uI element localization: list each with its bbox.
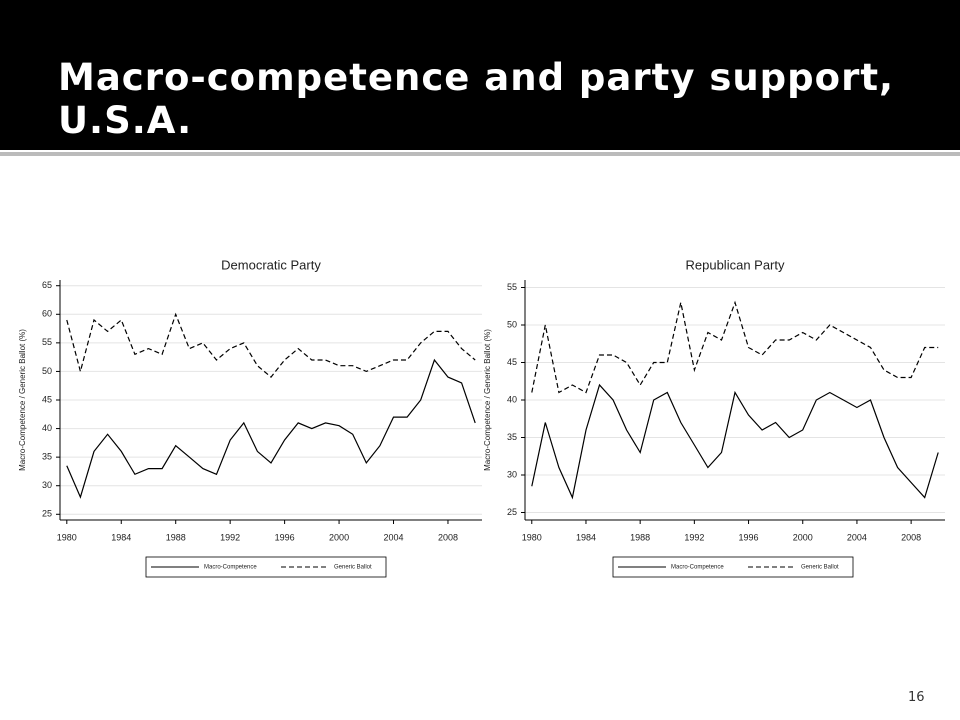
y-axis-label: Macro-Competence / Generic Ballot (%) [483, 329, 492, 471]
x-tick-label: 2000 [329, 532, 349, 542]
y-tick-label: 35 [42, 452, 52, 462]
x-tick-label: 1980 [57, 532, 77, 542]
x-tick-label: 2000 [793, 532, 813, 542]
y-axis-label: Macro-Competence / Generic Ballot (%) [18, 329, 27, 471]
series-line [66, 312, 476, 378]
y-tick-label: 55 [507, 282, 517, 292]
series-line [66, 358, 476, 499]
y-tick-label: 50 [42, 366, 52, 376]
legend-label: Generic Ballot [801, 565, 839, 571]
legend [612, 556, 854, 578]
x-tick-label: 2004 [847, 532, 867, 542]
x-tick-label: 2004 [384, 532, 404, 542]
slide-title: Macro-competence and party support, U.S.… [58, 56, 895, 142]
x-tick-label: 1984 [111, 532, 131, 542]
x-tick-label: 2008 [901, 532, 921, 542]
y-tick-label: 30 [507, 469, 517, 479]
y-tick-label: 25 [42, 509, 52, 519]
series-line [531, 300, 939, 394]
y-tick-label: 50 [507, 319, 517, 329]
y-tick-label: 45 [42, 394, 52, 404]
y-tick-label: 55 [42, 337, 52, 347]
x-tick-label: 1988 [166, 532, 186, 542]
y-tick-label: 45 [507, 357, 517, 367]
page-number: 16 [908, 690, 925, 705]
x-tick-label: 1984 [576, 532, 596, 542]
series-line [531, 383, 939, 500]
chart-title: Republican Party [686, 257, 785, 272]
y-tick-label: 30 [42, 480, 52, 490]
y-tick-label: 25 [507, 507, 517, 517]
legend [145, 556, 387, 578]
y-tick-label: 40 [507, 394, 517, 404]
y-tick-label: 35 [507, 432, 517, 442]
legend-label: Macro-Competence [671, 565, 724, 571]
chart-title: Democratic Party [221, 257, 321, 272]
x-tick-label: 2008 [438, 532, 458, 542]
x-tick-label: 1992 [684, 532, 704, 542]
legend-label: Generic Ballot [334, 565, 372, 571]
x-tick-label: 1996 [739, 532, 759, 542]
title-rule [0, 152, 960, 156]
y-tick-label: 65 [42, 280, 52, 290]
x-tick-label: 1980 [522, 532, 542, 542]
y-tick-label: 40 [42, 423, 52, 433]
y-tick-label: 60 [42, 309, 52, 319]
x-tick-label: 1996 [275, 532, 295, 542]
legend-label: Macro-Competence [204, 565, 257, 571]
x-tick-label: 1992 [220, 532, 240, 542]
x-tick-label: 1988 [630, 532, 650, 542]
title-bar [0, 0, 960, 150]
